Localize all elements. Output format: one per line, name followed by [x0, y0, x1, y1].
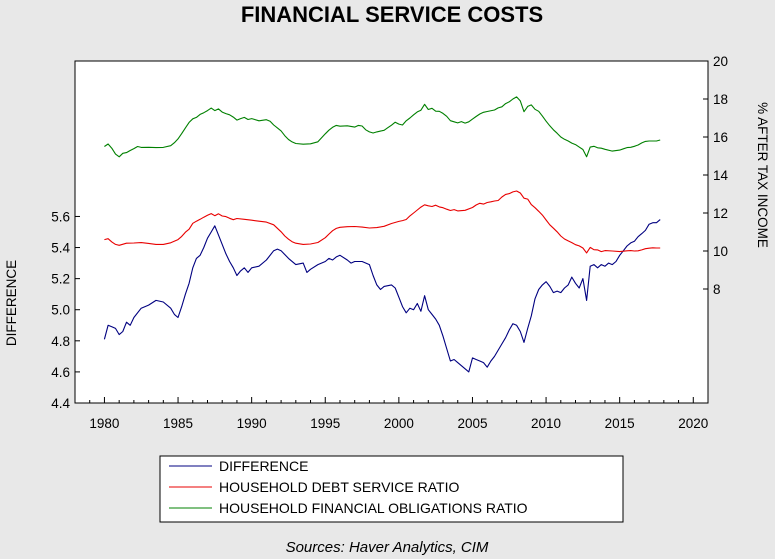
right-tick-label: 10 — [713, 244, 728, 259]
x-tick-label: 2000 — [384, 416, 414, 431]
left-tick-label: 5.4 — [51, 241, 70, 256]
right-tick-label: 12 — [713, 206, 728, 221]
x-tick-label: 2005 — [457, 416, 487, 431]
left-tick-label: 4.4 — [51, 396, 70, 411]
left-axis-title: DIFFERENCE — [4, 260, 19, 346]
right-tick-label: 8 — [713, 282, 721, 297]
x-axis-ticks: 1980 1985 1990 1995 2000 2005 2010 2015 2020 — [74, 397, 709, 431]
x-tick-label: 1990 — [237, 416, 267, 431]
legend-label-difference: DIFFERENCE — [219, 458, 308, 474]
right-tick-label: 14 — [713, 168, 729, 183]
x-tick-label: 1995 — [310, 416, 340, 431]
right-axis-title: % AFTER TAX INCOME — [755, 102, 770, 248]
legend-box — [159, 455, 624, 523]
source-note: Sources: Haver Analytics, CIM — [286, 539, 489, 556]
plot-area — [74, 60, 709, 404]
x-tick-label: 1985 — [163, 416, 193, 431]
chart-title: FINANCIAL SERVICE COSTS — [241, 2, 543, 27]
left-tick-label: 4.6 — [51, 365, 70, 380]
right-tick-label: 20 — [713, 54, 728, 69]
legend-label-financial-obligations: HOUSEHOLD FINANCIAL OBLIGATIONS RATIO — [219, 500, 528, 516]
legend-label-debt-service: HOUSEHOLD DEBT SERVICE RATIO — [219, 479, 459, 495]
x-tick-label: 2015 — [605, 416, 635, 431]
left-tick-label: 5.0 — [51, 303, 70, 318]
series-line-difference — [103, 219, 661, 373]
left-tick-label: 5.6 — [51, 209, 70, 224]
left-tick-label: 5.2 — [51, 272, 70, 287]
left-axis-ticks: 4.4 4.6 4.8 5.0 5.2 5.4 5.6 — [51, 209, 80, 411]
right-axis-ticks: 8 10 12 14 16 18 20 — [703, 54, 729, 297]
right-tick-label: 18 — [713, 92, 728, 107]
series-line-debt-service-ratio — [104, 190, 661, 254]
series-layer — [103, 96, 661, 373]
x-tick-label: 2010 — [531, 416, 561, 431]
series-line-financial-obligations-ratio — [104, 96, 661, 158]
right-tick-label: 16 — [713, 130, 728, 145]
left-tick-label: 4.8 — [51, 334, 70, 349]
x-tick-label: 1980 — [89, 416, 119, 431]
x-tick-label: 2020 — [678, 416, 708, 431]
legend: DIFFERENCE HOUSEHOLD DEBT SERVICE RATIO … — [159, 455, 624, 523]
